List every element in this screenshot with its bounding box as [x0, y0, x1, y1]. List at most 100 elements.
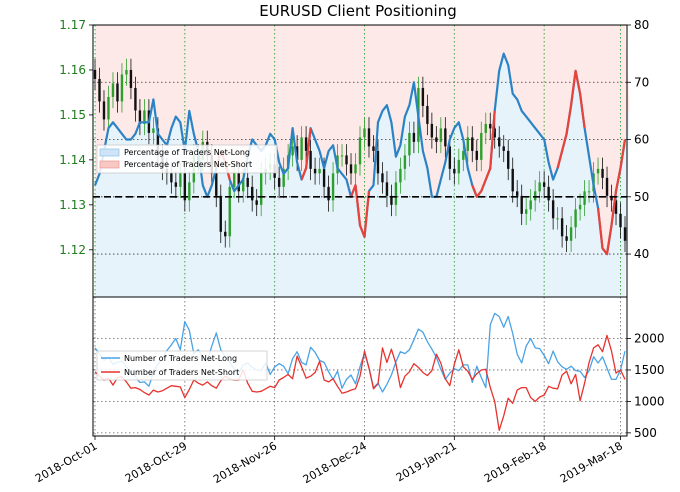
- net-short-percent-line: [300, 127, 312, 181]
- top-legend-box: [96, 144, 278, 174]
- candle-body: [578, 204, 582, 210]
- date-tick-label: 2019-Jan-21: [394, 439, 459, 484]
- candle-body: [282, 168, 285, 187]
- percent-tick-label: 70: [634, 75, 649, 89]
- candle-body: [408, 132, 411, 156]
- candle-body: [183, 173, 187, 201]
- candle-body: [439, 128, 443, 142]
- legend-label-count-short: Number of Traders Net-Short: [124, 368, 239, 377]
- candle-body: [520, 195, 523, 214]
- price-tick-label: 1.16: [59, 63, 86, 77]
- candle-body: [480, 132, 483, 160]
- candle-body: [125, 69, 128, 75]
- candle-body: [259, 173, 263, 205]
- candle-body: [349, 164, 353, 174]
- candle-body: [152, 128, 155, 133]
- net-short-percent-line: [349, 184, 371, 238]
- candle-body: [322, 168, 326, 187]
- net-short-percent-line: [556, 69, 586, 169]
- candle-body: [471, 137, 474, 151]
- candle-body: [295, 146, 299, 160]
- candle-body: [498, 137, 501, 147]
- percent-tick-label: 40: [634, 247, 649, 261]
- price-tick-label: 1.12: [59, 243, 86, 257]
- candle-body: [516, 191, 519, 196]
- candle-body: [484, 123, 487, 133]
- price-tick-label: 1.15: [59, 108, 86, 122]
- positioning-lines: [93, 52, 627, 256]
- candle-body: [623, 227, 627, 241]
- candle-body: [394, 182, 398, 205]
- count-axis: 500 1000 1500 2000: [627, 332, 665, 440]
- date-tick-label: 2018-Dec-24: [301, 439, 369, 486]
- candle-body: [237, 173, 240, 192]
- count-tick-label: 1500: [634, 363, 665, 377]
- candle-body: [228, 186, 231, 237]
- candle-body: [170, 173, 173, 183]
- percent-tick-label: 50: [634, 190, 649, 204]
- candle-body: [358, 137, 362, 165]
- candle-body: [399, 168, 402, 183]
- net-long-count-line: [94, 312, 626, 393]
- count-tick-label: 500: [634, 426, 657, 440]
- legend-swatch-net-long: [99, 148, 120, 157]
- candle-body: [376, 150, 380, 174]
- candle-body: [313, 168, 317, 174]
- date-axis: 2018-Oct-01 2018-Oct-29 2018-Nov-26 2018-De…: [33, 436, 625, 486]
- candle-body: [547, 186, 550, 201]
- candle-body: [529, 200, 532, 210]
- candlesticks: [93, 58, 627, 253]
- legend-label-net-long: Percentage of Traders Net-Long: [124, 148, 250, 157]
- candle-body: [556, 218, 559, 220]
- date-tick-label: 2018-Nov-26: [211, 439, 279, 486]
- candle-body: [560, 218, 564, 237]
- candle-body: [453, 168, 456, 174]
- candle-body: [605, 177, 609, 196]
- candle-body: [466, 137, 469, 151]
- date-tick-label: 2018-Oct-01: [33, 439, 99, 485]
- candle-body: [242, 177, 245, 192]
- candle-body: [102, 101, 106, 120]
- candle-body: [412, 132, 416, 142]
- candle-body: [502, 146, 505, 151]
- candle-body: [215, 173, 218, 196]
- candle-body: [601, 168, 604, 178]
- candle-body: [138, 110, 142, 124]
- count-tick-label: 2000: [634, 332, 665, 346]
- candle-body: [331, 173, 335, 201]
- candle-body: [345, 155, 348, 165]
- candle-body: [129, 69, 133, 88]
- chart-title: EURUSD Client Positioning: [259, 2, 457, 20]
- candle-body: [430, 123, 434, 138]
- candle-body: [107, 96, 110, 120]
- candle-body: [246, 177, 249, 187]
- candle-body: [403, 155, 407, 169]
- net-short-count-line: [94, 334, 626, 431]
- candle-body: [475, 150, 478, 160]
- top-legend: Percentage of Traders Net-Long Percentag…: [96, 144, 278, 174]
- candle-body: [233, 173, 236, 187]
- candle-body: [524, 209, 528, 214]
- candle-body: [277, 177, 281, 187]
- price-tick-label: 1.13: [59, 198, 86, 212]
- candle-body: [381, 173, 384, 183]
- candle-body: [542, 182, 546, 187]
- candle-body: [583, 191, 586, 205]
- candle-body: [614, 200, 618, 214]
- candle-body: [489, 123, 492, 129]
- candle-body: [251, 186, 254, 201]
- candle-body: [143, 110, 146, 124]
- candle-body: [596, 168, 600, 174]
- candle-body: [179, 173, 182, 187]
- candle-body: [134, 87, 137, 111]
- percent-axis: 40 50 60 70 80: [627, 18, 649, 261]
- trader-count-lines: [94, 312, 626, 431]
- candle-body: [551, 200, 555, 219]
- candle-body: [587, 191, 591, 193]
- legend-swatch-net-short: [99, 160, 120, 169]
- candle-body: [224, 231, 227, 237]
- percent-tick-label: 60: [634, 133, 649, 147]
- candle-body: [507, 150, 510, 169]
- price-tick-label: 1.17: [59, 18, 86, 32]
- count-tick-label: 1000: [634, 394, 665, 408]
